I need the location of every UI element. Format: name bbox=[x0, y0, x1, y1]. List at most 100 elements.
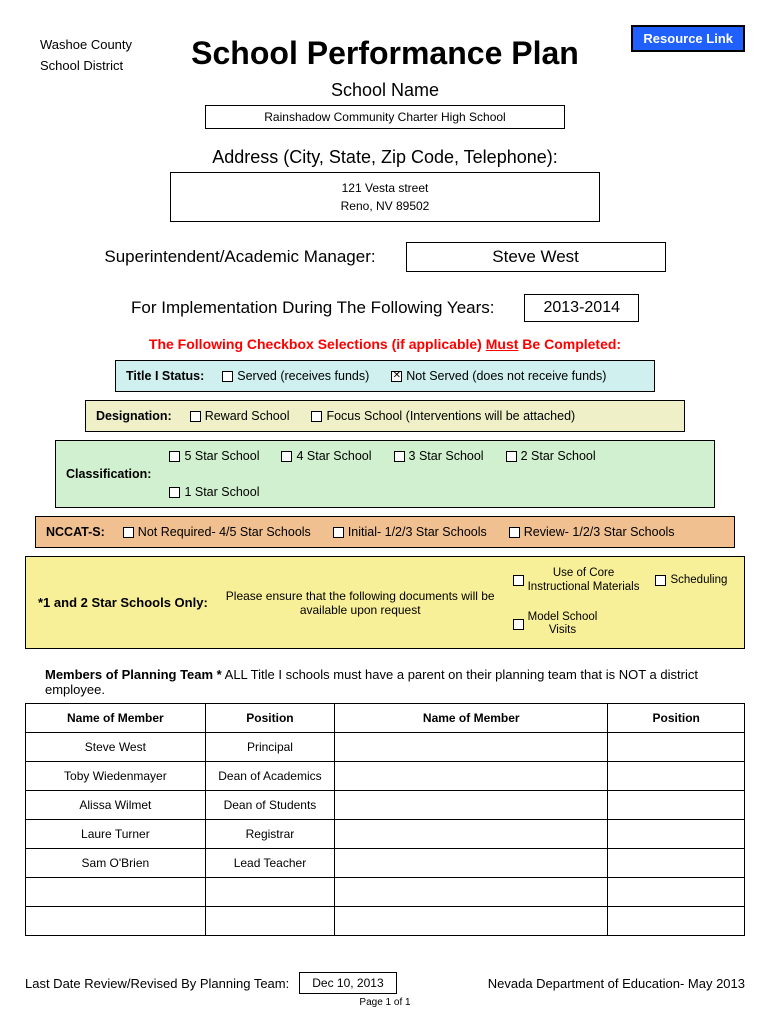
address-box: 121 Vesta street Reno, NV 89502 bbox=[170, 172, 600, 222]
table-cell: Dean of Academics bbox=[205, 762, 334, 791]
checkbox-icon bbox=[655, 575, 666, 586]
band-title1: Title I Status: Served (receives funds) ✕… bbox=[115, 360, 655, 392]
table-row: Sam O'BrienLead Teacher bbox=[26, 849, 745, 878]
revision-date: Dec 10, 2013 bbox=[299, 972, 396, 994]
checkbox-label: Not Served (does not receive funds) bbox=[406, 369, 606, 383]
table-header: Position bbox=[608, 704, 745, 733]
members-heading: Members of Planning Team * ALL Title I s… bbox=[25, 667, 745, 697]
table-cell bbox=[26, 907, 206, 936]
checkbox-option[interactable]: Review- 1/2/3 Star Schools bbox=[509, 525, 675, 539]
checkbox-option[interactable]: Focus School (Interventions will be atta… bbox=[311, 409, 575, 423]
checkbox-icon bbox=[513, 619, 524, 630]
checkbox-option[interactable]: Model SchoolVisits bbox=[513, 611, 598, 639]
table-cell bbox=[608, 791, 745, 820]
header-district: Washoe County School District bbox=[40, 35, 132, 77]
star-label: *1 and 2 Star Schools Only: bbox=[38, 595, 208, 610]
table-cell bbox=[608, 762, 745, 791]
address-line1: 121 Vesta street bbox=[177, 179, 593, 197]
checkbox-instructions: The Following Checkbox Selections (if ap… bbox=[25, 336, 745, 352]
table-cell: Toby Wiedenmayer bbox=[26, 762, 206, 791]
table-row: Alissa WilmetDean of Students bbox=[26, 791, 745, 820]
nccats-options: Not Required- 4/5 Star Schools Initial- 1… bbox=[123, 525, 724, 539]
band-nccats: NCCAT-S: Not Required- 4/5 Star Schools I… bbox=[35, 516, 735, 548]
band-designation: Designation: Reward SchoolFocus School (… bbox=[85, 400, 685, 432]
title1-label: Title I Status: bbox=[126, 369, 204, 383]
checkbox-label: 1 Star School bbox=[184, 485, 259, 499]
table-header: Name of Member bbox=[335, 704, 608, 733]
checkbox-icon bbox=[506, 451, 517, 462]
superintendent-label: Superintendent/Academic Manager: bbox=[104, 247, 375, 267]
superintendent-row: Superintendent/Academic Manager: Steve W… bbox=[25, 242, 745, 272]
page-number: Page 1 of 1 bbox=[0, 997, 770, 1008]
band-classification: Classification: 5 Star School 4 Star Scho… bbox=[55, 440, 715, 508]
title1-options: Served (receives funds) ✕Not Served (does… bbox=[222, 369, 644, 383]
checkbox-option[interactable]: Use of CoreInstructional Materials bbox=[513, 567, 640, 595]
table-cell bbox=[335, 762, 608, 791]
checkbox-icon bbox=[222, 371, 233, 382]
years-row: For Implementation During The Following … bbox=[25, 294, 745, 322]
checkbox-option[interactable]: Not Required- 4/5 Star Schools bbox=[123, 525, 311, 539]
years-label: For Implementation During The Following … bbox=[131, 298, 494, 318]
superintendent-value: Steve West bbox=[406, 242, 666, 272]
checkbox-label: Review- 1/2/3 Star Schools bbox=[524, 525, 675, 539]
table-cell: Registrar bbox=[205, 820, 334, 849]
checkbox-icon bbox=[394, 451, 405, 462]
table-cell bbox=[335, 820, 608, 849]
checkbox-option[interactable]: Served (receives funds) bbox=[222, 369, 369, 383]
checkbox-option[interactable]: 3 Star School bbox=[394, 449, 484, 463]
table-cell bbox=[335, 878, 608, 907]
checkbox-option[interactable]: 1 Star School bbox=[169, 485, 259, 499]
checkbox-option[interactable]: 5 Star School bbox=[169, 449, 259, 463]
county-line2: School District bbox=[40, 56, 132, 77]
table-row bbox=[26, 878, 745, 907]
checkbox-label: Focus School (Interventions will be atta… bbox=[326, 409, 575, 423]
checkbox-label: 5 Star School bbox=[184, 449, 259, 463]
table-cell bbox=[335, 907, 608, 936]
checkbox-option[interactable]: 2 Star School bbox=[506, 449, 596, 463]
checkbox-label: Served (receives funds) bbox=[237, 369, 369, 383]
address-label: Address (City, State, Zip Code, Telephon… bbox=[25, 147, 745, 168]
table-cell: Sam O'Brien bbox=[26, 849, 206, 878]
revision-date-row: Last Date Review/Revised By Planning Tea… bbox=[25, 972, 397, 994]
checkbox-icon bbox=[311, 411, 322, 422]
star-message: Please ensure that the following documen… bbox=[226, 589, 495, 617]
classification-label: Classification: bbox=[66, 467, 151, 481]
table-cell bbox=[608, 820, 745, 849]
resource-link-button[interactable]: Resource Link bbox=[631, 25, 745, 52]
table-cell: Alissa Wilmet bbox=[26, 791, 206, 820]
years-value: 2013-2014 bbox=[524, 294, 639, 322]
school-name-value: Rainshadow Community Charter High School bbox=[205, 105, 565, 129]
checkbox-option[interactable]: Initial- 1/2/3 Star Schools bbox=[333, 525, 487, 539]
table-cell: Principal bbox=[205, 733, 334, 762]
checkbox-option[interactable]: 4 Star School bbox=[281, 449, 371, 463]
department-label: Nevada Department of Education- May 2013 bbox=[488, 976, 745, 991]
table-cell bbox=[335, 791, 608, 820]
designation-options: Reward School Focus School (Interventions… bbox=[190, 409, 674, 423]
checkbox-label: Model SchoolVisits bbox=[528, 611, 598, 639]
checkbox-icon bbox=[123, 527, 134, 538]
table-header: Name of Member bbox=[26, 704, 206, 733]
table-cell: Lead Teacher bbox=[205, 849, 334, 878]
nccats-label: NCCAT-S: bbox=[46, 525, 105, 539]
checkbox-label: Scheduling bbox=[670, 574, 727, 588]
checkbox-icon bbox=[281, 451, 292, 462]
checkbox-label: 3 Star School bbox=[409, 449, 484, 463]
checkbox-label: Initial- 1/2/3 Star Schools bbox=[348, 525, 487, 539]
table-cell bbox=[608, 907, 745, 936]
table-cell: Laure Turner bbox=[26, 820, 206, 849]
checkbox-option[interactable]: ✕Not Served (does not receive funds) bbox=[391, 369, 606, 383]
table-row bbox=[26, 907, 745, 936]
table-cell bbox=[608, 733, 745, 762]
checkbox-icon bbox=[509, 527, 520, 538]
members-table: Name of MemberPositionName of MemberPosi… bbox=[25, 703, 745, 936]
school-name-label: School Name bbox=[25, 80, 745, 101]
checkbox-label: Use of CoreInstructional Materials bbox=[528, 567, 640, 595]
checkbox-option[interactable]: Reward School bbox=[190, 409, 290, 423]
table-row: Steve WestPrincipal bbox=[26, 733, 745, 762]
table-cell bbox=[335, 849, 608, 878]
table-cell bbox=[335, 733, 608, 762]
checkbox-label: Not Required- 4/5 Star Schools bbox=[138, 525, 311, 539]
checkbox-option[interactable]: Scheduling bbox=[655, 574, 727, 588]
table-cell bbox=[608, 849, 745, 878]
star-options: Use of CoreInstructional Materials Schedu… bbox=[513, 567, 732, 638]
